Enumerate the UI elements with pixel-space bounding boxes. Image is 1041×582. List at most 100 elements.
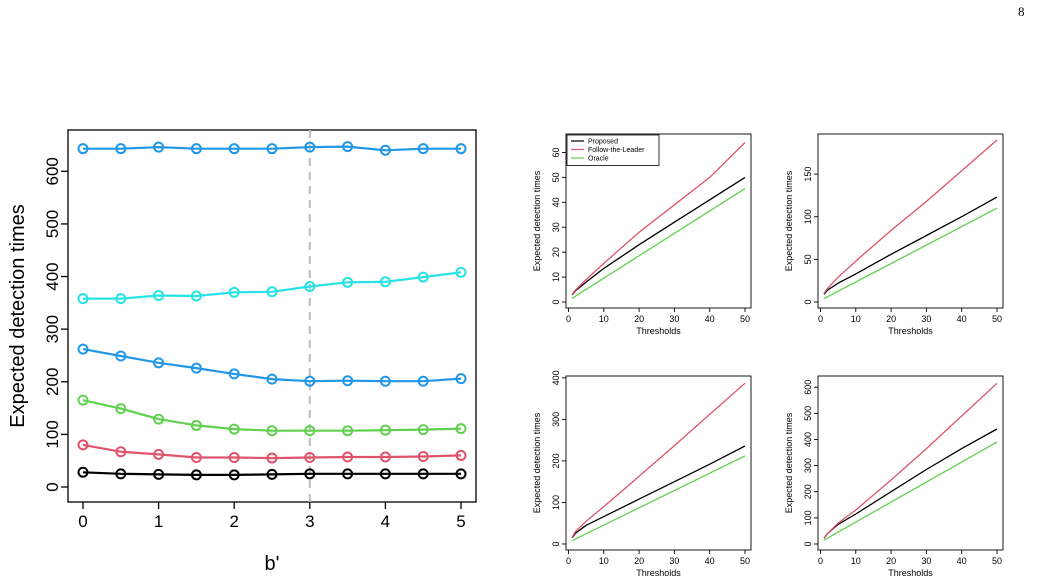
series-line-1: [571, 445, 746, 539]
data-point: [190, 452, 202, 464]
data-point: [342, 425, 354, 437]
data-point: [455, 266, 467, 278]
data-point: [379, 468, 391, 480]
series-line-1: [83, 145, 461, 152]
y-tick-label: 200: [43, 368, 62, 396]
y-tick-label: 400: [43, 262, 62, 290]
x-tick-label: 30: [669, 314, 679, 324]
x-tick-label: 50: [740, 556, 750, 566]
data-point: [342, 451, 354, 463]
data-point: [153, 289, 165, 301]
y-tick-label: 400: [551, 370, 561, 385]
series-line-3: [571, 455, 746, 542]
series-line-3: [823, 441, 998, 541]
data-point: [266, 425, 278, 437]
data-point: [379, 451, 391, 463]
data-point: [77, 394, 89, 406]
x-tick-label: 10: [851, 556, 861, 566]
chart-panel-top-right: 0 10 20 30 40 50 0 50 100 150 Thresholds Expected d…: [784, 133, 1004, 336]
data-point: [455, 423, 467, 435]
data-point: [417, 271, 429, 283]
plot-frame: [565, 375, 752, 551]
data-point: [115, 143, 127, 155]
x-tick-label: 50: [740, 314, 750, 324]
legend-box: [566, 134, 660, 166]
series-line-5: [82, 443, 462, 460]
data-point: [77, 143, 89, 155]
x-tick-label: 20: [634, 314, 644, 324]
x-tick-label: 0: [78, 512, 87, 531]
data-point: [153, 468, 165, 480]
y-tick-label: 30: [551, 222, 561, 232]
data-point: [266, 452, 278, 464]
series-line-6: [82, 471, 461, 476]
y-tick-label: 150: [803, 167, 813, 182]
x-axis-label: b': [265, 553, 280, 570]
data-point: [115, 403, 127, 415]
legend-label: Oracle: [588, 156, 609, 163]
x-tick-label: 2: [229, 512, 238, 531]
data-point: [417, 424, 429, 436]
legend-label: Follow-the-Leader: [588, 147, 645, 154]
data-point: [115, 446, 127, 458]
plot-frame: [565, 133, 752, 309]
x-tick-label: 5: [456, 512, 465, 531]
y-tick-label: 500: [803, 406, 813, 421]
data-point: [417, 450, 429, 462]
x-tick-label: 40: [705, 556, 715, 566]
y-tick-label: 300: [803, 458, 813, 473]
x-tick-label: 40: [705, 314, 715, 324]
plot-frame: [817, 133, 1004, 309]
series-line-2: [83, 271, 462, 300]
data-point: [455, 373, 467, 385]
data-point: [77, 293, 89, 305]
x-tick-label: 50: [992, 556, 1002, 566]
x-tick-label: 0: [566, 314, 571, 324]
x-tick-label: 20: [886, 556, 896, 566]
x-tick-label: 10: [851, 314, 861, 324]
data-point: [342, 141, 354, 153]
series-line-2: [823, 382, 998, 539]
series-line-3: [82, 348, 462, 383]
y-tick-label: 20: [551, 247, 561, 257]
y-tick-label: 600: [43, 157, 62, 185]
x-tick-label: 1: [154, 512, 163, 531]
data-point: [190, 362, 202, 374]
series-line-2: [571, 142, 746, 295]
data-point: [266, 373, 278, 385]
y-tick-label: 60: [551, 147, 561, 157]
y-tick-label: 0: [803, 541, 813, 546]
data-point: [77, 466, 89, 478]
data-point: [153, 357, 165, 369]
data-point: [228, 143, 240, 155]
y-axis-label: Expected detection times: [532, 412, 542, 513]
y-tick-label: 0: [43, 482, 62, 491]
data-point: [417, 143, 429, 155]
x-tick-label: 20: [886, 314, 896, 324]
plot-frame: [817, 375, 1004, 551]
data-point: [115, 350, 127, 362]
data-point: [228, 423, 240, 435]
x-tick-label: 10: [599, 556, 609, 566]
chart-panel-top-left: 0 10 20 30 40 50 0 10 20 30 40 50 60 Thresholds Expect…: [532, 133, 752, 336]
data-point: [190, 143, 202, 155]
x-axis-label: Thresholds: [888, 326, 933, 336]
y-tick-label: 200: [551, 453, 561, 468]
data-point: [228, 452, 240, 464]
plot-frame: [67, 129, 477, 503]
data-point: [190, 419, 202, 431]
x-tick-label: 40: [957, 314, 967, 324]
y-axis-label: Expected detection times: [532, 170, 542, 271]
y-tick-label: 10: [551, 272, 561, 282]
data-point: [190, 290, 202, 302]
data-point: [153, 448, 165, 460]
data-point: [379, 276, 391, 288]
y-axis-label: Expected detection times: [7, 204, 29, 427]
y-tick-label: 300: [43, 315, 62, 343]
x-tick-label: 0: [566, 556, 571, 566]
data-point: [417, 375, 429, 387]
series-line-3: [571, 188, 746, 299]
x-tick-label: 20: [634, 556, 644, 566]
data-point: [455, 468, 467, 480]
data-point: [266, 143, 278, 155]
